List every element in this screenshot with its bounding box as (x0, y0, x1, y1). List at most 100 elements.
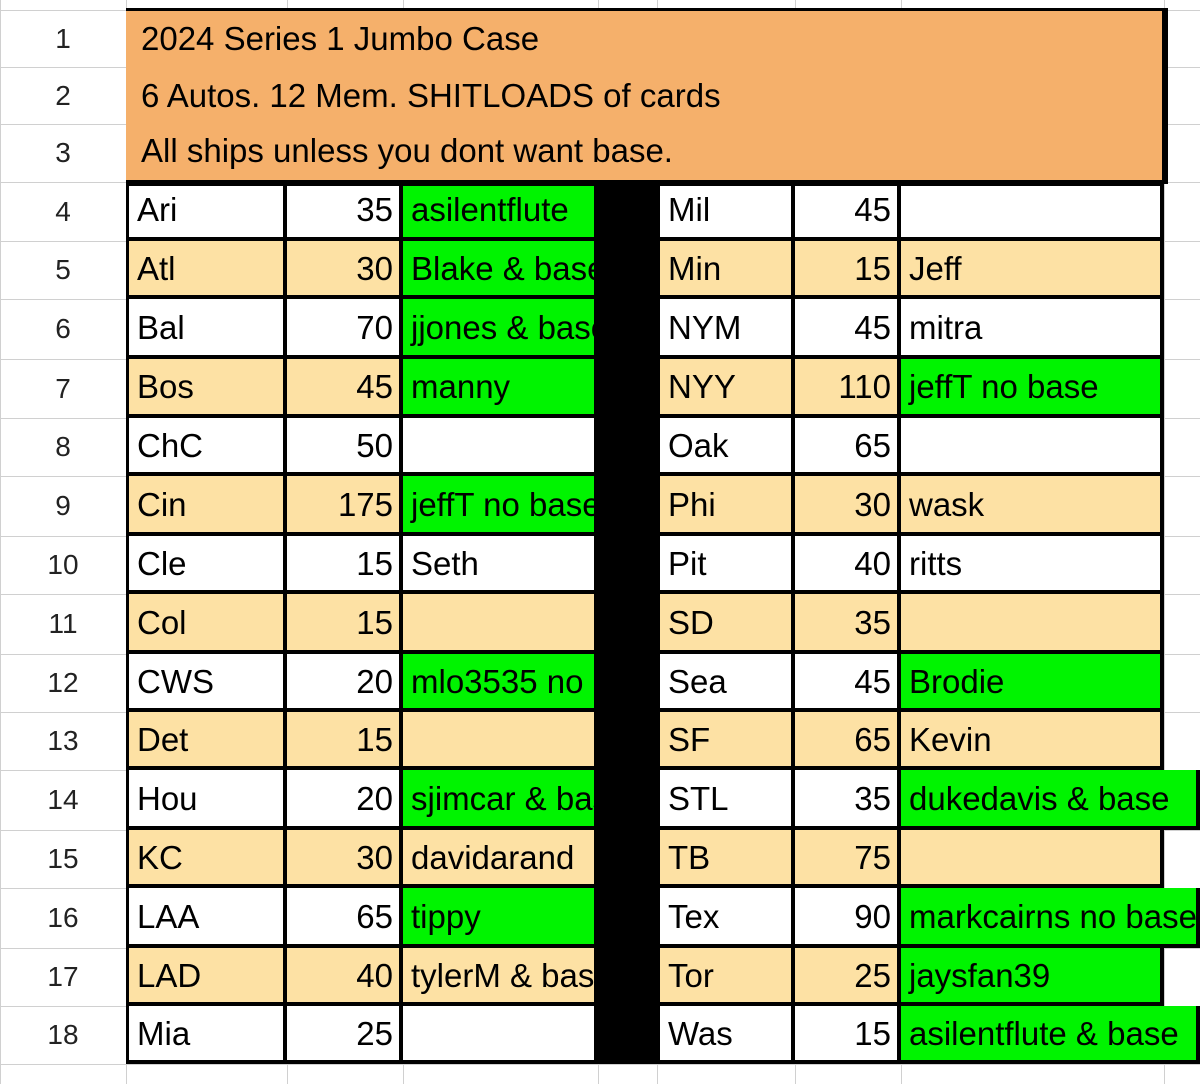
team-cell[interactable]: Min (657, 241, 795, 299)
banner-row-1[interactable] (126, 10, 1164, 67)
price-cell[interactable]: 50 (287, 418, 403, 476)
buyer-cell[interactable]: manny (403, 359, 598, 418)
team-cell[interactable]: ChC (126, 418, 287, 476)
price-cell[interactable]: 15 (795, 241, 901, 299)
team-cell[interactable]: Was (657, 1006, 795, 1064)
buyer-cell[interactable]: mlo3535 no base (403, 654, 598, 712)
buyer-cell[interactable]: dukedavis & base (901, 770, 1200, 830)
price-cell[interactable]: 65 (795, 418, 901, 476)
team-cell[interactable]: Mil (657, 182, 795, 241)
buyer-cell[interactable]: Jeff (901, 241, 1164, 299)
row-number[interactable]: 8 (55, 431, 71, 462)
buyer-cell[interactable]: sjimcar & base (403, 770, 598, 830)
row-number[interactable]: 2 (55, 79, 71, 111)
buyer-cell[interactable] (901, 830, 1164, 888)
price-cell[interactable]: 75 (795, 830, 901, 888)
team-cell[interactable]: CWS (126, 654, 287, 712)
price-cell[interactable]: 30 (287, 830, 403, 888)
price-cell[interactable]: 110 (795, 359, 901, 418)
buyer-cell[interactable]: asilentflute & base (901, 1006, 1200, 1064)
team-cell[interactable]: NYM (657, 299, 795, 359)
buyer-cell[interactable] (403, 594, 598, 654)
price-cell[interactable]: 15 (287, 712, 403, 770)
team-cell[interactable]: Bal (126, 299, 287, 359)
buyer-cell[interactable] (901, 594, 1164, 654)
buyer-cell[interactable]: markcairns no base (901, 888, 1200, 948)
price-cell[interactable]: 35 (287, 182, 403, 241)
price-cell[interactable]: 35 (795, 770, 901, 830)
buyer-cell[interactable]: jjones & base (403, 299, 598, 359)
price-cell[interactable]: 30 (287, 241, 403, 299)
buyer-cell[interactable] (403, 418, 598, 476)
team-cell[interactable]: Phi (657, 476, 795, 536)
price-cell[interactable]: 90 (795, 888, 901, 948)
banner-row-3[interactable] (126, 124, 1164, 182)
team-cell[interactable]: Sea (657, 654, 795, 712)
team-cell[interactable]: STL (657, 770, 795, 830)
price-cell[interactable]: 25 (795, 948, 901, 1006)
price-cell[interactable]: 20 (287, 654, 403, 712)
banner-row-2[interactable] (126, 67, 1164, 124)
buyer-cell[interactable]: jeffT no base (403, 476, 598, 536)
buyer-cell[interactable]: tylerM & base (403, 948, 598, 1006)
row-number[interactable]: 5 (55, 254, 71, 285)
team-cell[interactable]: Bos (126, 359, 287, 418)
row-number[interactable]: 4 (55, 195, 71, 227)
team-cell[interactable]: Mia (126, 1006, 287, 1064)
price-cell[interactable]: 30 (795, 476, 901, 536)
team-cell[interactable]: KC (126, 830, 287, 888)
team-cell[interactable]: Cin (126, 476, 287, 536)
row-number[interactable]: 13 (47, 725, 79, 756)
price-cell[interactable]: 70 (287, 299, 403, 359)
team-cell[interactable]: Pit (657, 536, 795, 594)
team-cell[interactable]: Hou (126, 770, 287, 830)
team-cell[interactable]: Cle (126, 536, 287, 594)
buyer-cell[interactable] (403, 1006, 598, 1064)
buyer-cell[interactable]: Brodie (901, 654, 1164, 712)
price-cell[interactable]: 25 (287, 1006, 403, 1064)
price-cell[interactable]: 15 (287, 536, 403, 594)
team-cell[interactable]: Oak (657, 418, 795, 476)
buyer-cell[interactable]: mitra (901, 299, 1164, 359)
team-cell[interactable]: Tor (657, 948, 795, 1006)
buyer-cell[interactable]: tippy (403, 888, 598, 948)
price-cell[interactable]: 40 (795, 536, 901, 594)
price-cell[interactable]: 45 (287, 359, 403, 418)
price-cell[interactable]: 40 (287, 948, 403, 1006)
price-cell[interactable]: 45 (795, 299, 901, 359)
buyer-cell[interactable]: Blake & base (403, 241, 598, 299)
buyer-cell[interactable]: wask (901, 476, 1164, 536)
buyer-cell[interactable]: jeffT no base (901, 359, 1164, 418)
row-number[interactable]: 16 (47, 902, 79, 933)
buyer-cell[interactable] (901, 182, 1164, 241)
buyer-cell[interactable]: asilentflute (403, 182, 598, 241)
team-cell[interactable]: LAD (126, 948, 287, 1006)
team-cell[interactable]: Ari (126, 182, 287, 241)
team-cell[interactable]: TB (657, 830, 795, 888)
row-number[interactable]: 15 (47, 843, 79, 874)
team-cell[interactable]: Col (126, 594, 287, 654)
team-cell[interactable]: Tex (657, 888, 795, 948)
price-cell[interactable]: 65 (795, 712, 901, 770)
row-number[interactable]: 14 (47, 784, 79, 815)
buyer-cell[interactable] (403, 712, 598, 770)
row-number[interactable]: 1 (55, 22, 71, 54)
team-cell[interactable]: Det (126, 712, 287, 770)
row-number[interactable]: 6 (55, 313, 71, 344)
price-cell[interactable]: 45 (795, 654, 901, 712)
price-cell[interactable]: 20 (287, 770, 403, 830)
row-number[interactable]: 18 (47, 1019, 79, 1050)
row-number[interactable]: 9 (55, 490, 71, 521)
price-cell[interactable]: 35 (795, 594, 901, 654)
buyer-cell[interactable]: Kevin (901, 712, 1164, 770)
price-cell[interactable]: 175 (287, 476, 403, 536)
price-cell[interactable]: 45 (795, 182, 901, 241)
team-cell[interactable]: Atl (126, 241, 287, 299)
row-number[interactable]: 12 (47, 667, 79, 698)
buyer-cell[interactable]: jaysfan39 (901, 948, 1164, 1006)
buyer-cell[interactable]: Seth (403, 536, 598, 594)
buyer-cell[interactable]: davidarand (403, 830, 598, 888)
team-cell[interactable]: SD (657, 594, 795, 654)
team-cell[interactable]: NYY (657, 359, 795, 418)
buyer-cell[interactable] (901, 418, 1164, 476)
